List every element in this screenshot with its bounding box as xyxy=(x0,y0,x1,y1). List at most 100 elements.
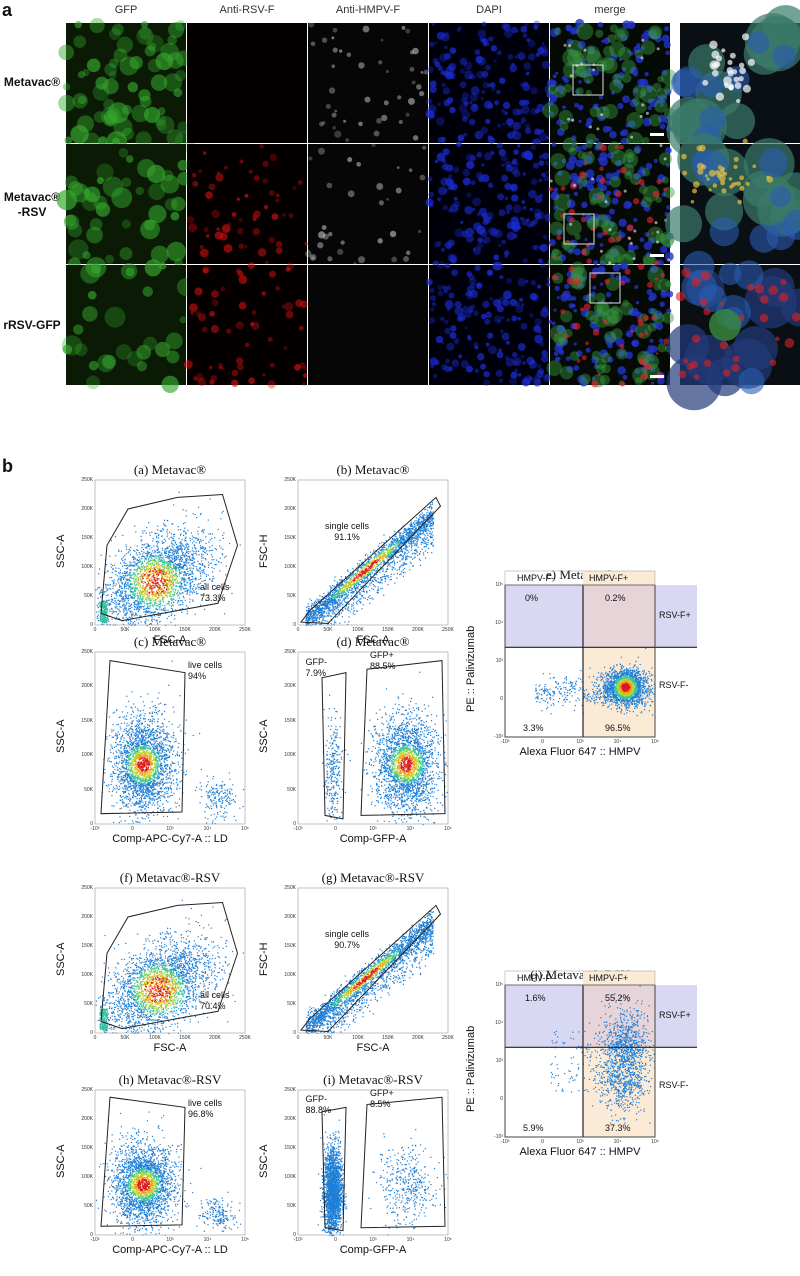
y-tick-label: 0 xyxy=(282,821,296,827)
x-tick-label: 250K xyxy=(237,1035,253,1041)
x-tick-label: 10⁴ xyxy=(403,826,419,832)
y-tick-label: 10⁵ xyxy=(489,982,503,988)
rsv-f-plus-band xyxy=(655,985,697,1048)
x-tick-label: 0 xyxy=(328,1237,344,1243)
micro-zoom-r2 xyxy=(664,133,800,264)
y-tick-label: 250K xyxy=(282,477,296,483)
x-tick-label: 10⁵ xyxy=(440,1237,456,1243)
plot-area xyxy=(94,887,246,1035)
zoom-region-box xyxy=(572,64,604,96)
plot-area xyxy=(297,651,449,826)
col-header-gfp: GFP xyxy=(66,4,186,16)
plot-title: (d) Metavac® xyxy=(298,634,448,650)
y-tick-label: 250K xyxy=(79,649,93,655)
x-tick-label: 50K xyxy=(117,627,133,633)
x-tick-label: -10³ xyxy=(290,826,306,832)
y-tick-label: 250K xyxy=(282,649,296,655)
rsv-f-plus-band xyxy=(655,585,697,648)
y-tick-label: 250K xyxy=(79,1087,93,1093)
col-header-dapi: DAPI xyxy=(429,4,549,16)
quadrant-ul-value: 1.6% xyxy=(525,993,546,1004)
gate-polygon-pos xyxy=(360,660,446,816)
plot-title: (a) Metavac® xyxy=(95,462,245,478)
x-tick-label: 0 xyxy=(125,1237,141,1243)
y-tick-label: 100K xyxy=(282,564,296,570)
row-header-rrsv-gfp: rRSV-GFP xyxy=(0,318,64,333)
micro-tile-r3-anti-hmpv-f xyxy=(308,265,428,385)
y-tick-label: -10³ xyxy=(489,1134,503,1140)
y-tick-label: 100K xyxy=(79,752,93,758)
rsv-f-plus-label: RSV-F+ xyxy=(659,1010,691,1021)
y-tick-label: 0 xyxy=(79,1030,93,1036)
x-tick-label: -10³ xyxy=(87,1237,103,1243)
y-tick-label: 250K xyxy=(79,885,93,891)
x-tick-label: -10³ xyxy=(497,1139,513,1145)
scale-bar xyxy=(650,375,664,378)
hmpv-f-plus-band xyxy=(583,971,655,985)
x-tick-label: 50K xyxy=(117,1035,133,1041)
y-tick-label: 150K xyxy=(282,718,296,724)
x-axis-label: Comp-GFP-A xyxy=(298,833,448,845)
x-tick-label: -10³ xyxy=(87,826,103,832)
y-tick-label: 200K xyxy=(79,506,93,512)
x-tick-label: 10³ xyxy=(162,1237,178,1243)
x-tick-label: -10³ xyxy=(290,1237,306,1243)
micro-tile-r2-anti-hmpv-f xyxy=(305,142,428,265)
quadrant-ur-value: 0.2% xyxy=(605,593,626,604)
x-tick-label: 10³ xyxy=(162,826,178,832)
plot-area xyxy=(297,1089,449,1237)
plot-frame xyxy=(297,651,449,825)
gate-label: single cells 90.7% xyxy=(325,929,369,951)
y-tick-label: 200K xyxy=(282,683,296,689)
y-tick-label: 50K xyxy=(282,787,296,793)
plot-area xyxy=(297,887,449,1034)
gate-label: GFP+ 88.5% xyxy=(370,650,396,672)
hmpv-f-minus-label: HMPV-F- xyxy=(517,973,554,984)
x-tick-label: 100K xyxy=(350,1035,366,1041)
x-tick-label: 0 xyxy=(290,627,306,633)
plot-area xyxy=(504,970,697,1138)
micro-tile-r2-merge xyxy=(547,137,675,271)
micro-tile-r1-anti-hmpv-f xyxy=(308,21,429,143)
x-tick-label: 100K xyxy=(350,627,366,633)
y-tick-label: 0 xyxy=(79,821,93,827)
micro-tile-r2-gfp xyxy=(56,144,192,271)
row-header-metavac-rsv: Metavac® -RSV xyxy=(0,190,64,220)
col-header-anti-rsv-f: Anti-RSV-F xyxy=(187,4,307,16)
y-tick-label: 0 xyxy=(282,1030,296,1036)
quadrant-ul-value: 0% xyxy=(525,593,538,604)
x-tick-label: 200K xyxy=(410,1035,426,1041)
y-tick-label: 10³ xyxy=(489,1058,503,1064)
x-tick-label: 250K xyxy=(440,1035,456,1041)
x-tick-label: 150K xyxy=(380,1035,396,1041)
x-tick-label: 250K xyxy=(440,627,456,633)
gate-label: GFP- 7.9% xyxy=(306,657,328,679)
quadrant-ur-value: 55.2% xyxy=(605,993,631,1004)
x-axis-label: FSC-A xyxy=(298,1042,448,1054)
y-tick-label: 0 xyxy=(489,696,503,702)
plot-frame xyxy=(297,1089,449,1236)
y-tick-label: 100K xyxy=(79,1174,93,1180)
y-tick-label: -10³ xyxy=(489,734,503,740)
quadrant-ul xyxy=(505,985,583,1048)
gate-label: GFP+ 8.5% xyxy=(370,1088,394,1110)
gate-polygon-neg xyxy=(321,1106,347,1232)
x-axis-label: Comp-GFP-A xyxy=(298,1244,448,1256)
x-tick-label: 150K xyxy=(380,627,396,633)
y-tick-label: 10⁵ xyxy=(489,582,503,588)
micro-tile-r1-dapi xyxy=(425,20,554,146)
x-tick-label: 200K xyxy=(207,627,223,633)
plot-frame xyxy=(94,651,246,825)
gate-polygon xyxy=(300,496,442,625)
x-tick-label: 50K xyxy=(320,627,336,633)
y-tick-label: 200K xyxy=(282,1116,296,1122)
y-tick-label: 10⁴ xyxy=(489,1020,503,1026)
gate-label: all cells 70.4% xyxy=(200,990,230,1012)
x-tick-label: 150K xyxy=(177,1035,193,1041)
gate-label: live cells 94% xyxy=(188,660,222,682)
y-tick-label: 150K xyxy=(282,535,296,541)
x-tick-label: 0 xyxy=(87,627,103,633)
x-tick-label: 0 xyxy=(535,1139,551,1145)
quadrant-ll-value: 3.3% xyxy=(523,723,544,734)
hmpv-f-plus-label: HMPV-F+ xyxy=(589,973,628,984)
